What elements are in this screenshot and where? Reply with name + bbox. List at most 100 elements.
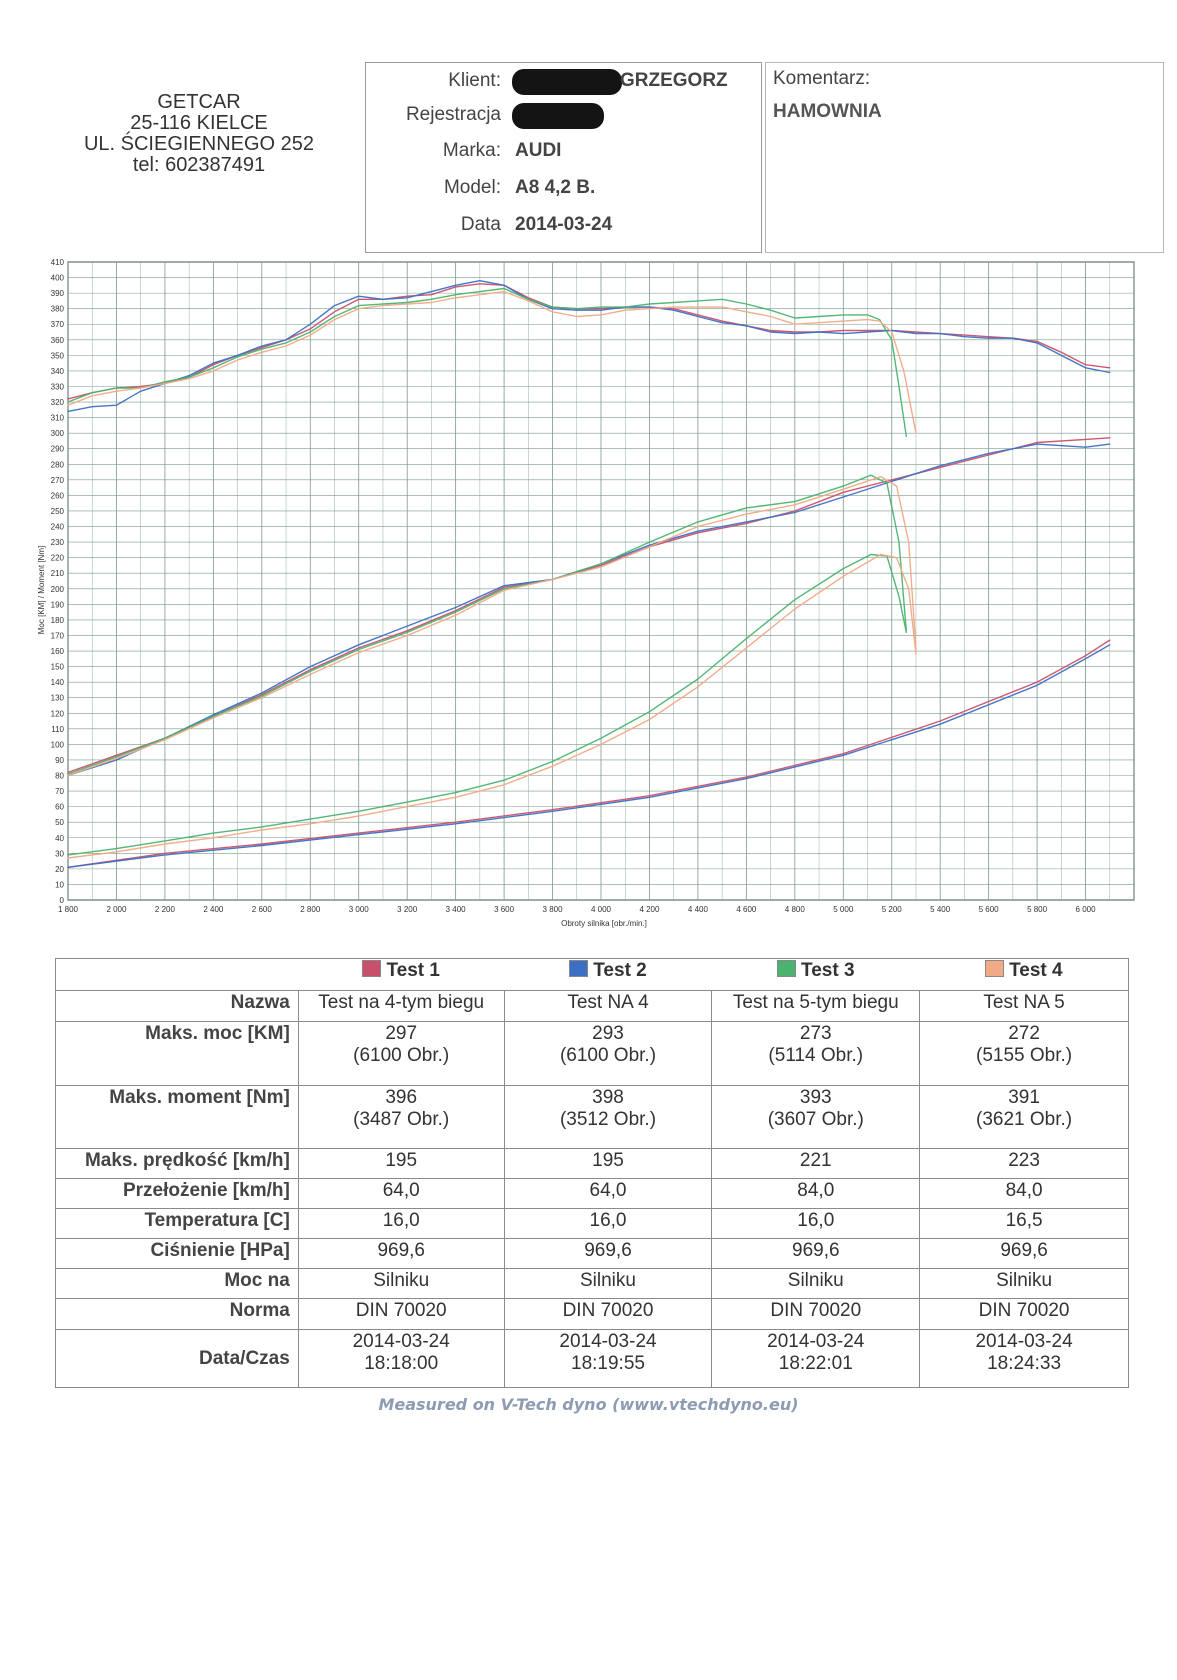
table-cell: 396 (3487 Obr.) <box>297 1085 505 1149</box>
table-cell: DIN 70020 <box>919 1298 1129 1330</box>
y-tick-label: 20 <box>55 865 64 874</box>
table-cell: Test na 5-tym biegu <box>711 990 920 1022</box>
table-cell: 2014-03-24 18:24:33 <box>919 1329 1129 1388</box>
x-tick-label: 6 000 <box>1076 905 1097 914</box>
legend-swatch <box>362 960 382 977</box>
y-tick-label: 230 <box>51 538 65 547</box>
table-cell: 223 <box>919 1148 1129 1179</box>
y-tick-label: 100 <box>51 740 65 749</box>
y-tick-label: 50 <box>55 818 64 827</box>
table-cell: 84,0 <box>919 1178 1129 1209</box>
y-tick-label: 290 <box>51 445 65 454</box>
y-tick-label: 360 <box>51 336 65 345</box>
table-cell: 297 (6100 Obr.) <box>297 1021 505 1086</box>
empty-header-cell <box>56 959 299 991</box>
legend-test-3: Test 3 <box>712 959 920 991</box>
x-tick-label: 5 800 <box>1027 905 1048 914</box>
x-tick-label: 5 000 <box>833 905 854 914</box>
legend-label: Test 3 <box>801 960 855 981</box>
client-row: Klient: GRZEGORZ <box>366 66 761 96</box>
y-tick-label: 150 <box>51 663 65 672</box>
table-cell: Test NA 4 <box>503 990 712 1022</box>
table-cell: Silniku <box>711 1268 920 1299</box>
x-tick-label: 1 800 <box>58 905 79 914</box>
model-value: A8 4,2 B. <box>515 177 596 198</box>
company-phone: tel: 602387491 <box>132 154 266 176</box>
x-tick-label: 3 200 <box>397 905 418 914</box>
table-row-max-torque: Maks. moment [Nm] 396 (3487 Obr.) 398 (351… <box>55 1085 1129 1149</box>
table-cell: 273 (5114 Obr.) <box>711 1021 920 1086</box>
x-tick-label: 4 600 <box>736 905 757 914</box>
y-tick-label: 80 <box>55 772 64 781</box>
date-row: Data 2014-03-24 <box>366 210 761 240</box>
table-cell: 969,6 <box>503 1238 712 1269</box>
x-tick-label: 4 800 <box>785 905 806 914</box>
row-label: Norma <box>229 1300 290 1322</box>
x-tick-label: 5 200 <box>882 905 903 914</box>
y-tick-label: 390 <box>51 289 65 298</box>
series-line-test-1-moment <box>67 283 1111 400</box>
table-cell: Test NA 5 <box>919 990 1129 1022</box>
y-tick-label: 350 <box>51 351 65 360</box>
row-label: Maks. prędkość [km/h] <box>84 1149 290 1171</box>
registration-row: Rejestracja <box>366 100 761 130</box>
table-row-pressure: Ciśnienie [HPa] 969,6 969,6 969,6 969,6 <box>55 1238 1129 1269</box>
x-tick-label: 3 600 <box>494 905 515 914</box>
x-tick-label: 4 200 <box>639 905 660 914</box>
x-tick-label: 3 800 <box>543 905 564 914</box>
x-axis-label: Obroty silnika [obr./min.] <box>561 919 647 928</box>
table-cell: 391 (3621 Obr.) <box>919 1085 1129 1149</box>
footer-note: Measured on V-Tech dyno (www.vtechdyno.e… <box>378 1395 799 1414</box>
y-tick-label: 340 <box>51 367 65 376</box>
x-tick-label: 5 600 <box>979 905 1000 914</box>
x-tick-label: 2 800 <box>300 905 321 914</box>
y-tick-label: 260 <box>51 491 65 500</box>
table-cell: 84,0 <box>711 1178 920 1209</box>
y-tick-label: 200 <box>51 585 65 594</box>
x-tick-label: 2 600 <box>252 905 273 914</box>
x-tick-label: 5 400 <box>930 905 951 914</box>
table-cell: 195 <box>297 1148 505 1179</box>
series-line-test-1-speed <box>67 639 1111 868</box>
registration-label: Rejestracja <box>405 104 501 125</box>
legend-label: Test 4 <box>1009 960 1063 981</box>
table-cell: 16,0 <box>711 1208 920 1239</box>
redaction-mark <box>512 69 622 95</box>
y-tick-label: 10 <box>55 880 64 889</box>
y-tick-label: 270 <box>51 476 65 485</box>
table-row-max-speed: Maks. prędkość [km/h] 195 195 221 223 <box>55 1148 1129 1179</box>
table-cell: 969,6 <box>711 1238 920 1269</box>
table-row-datetime: Data/Czas 2014-03-24 18:18:00 2014-03-24 1… <box>55 1329 1129 1388</box>
series-line-test-4-speed <box>67 553 917 859</box>
y-tick-label: 280 <box>51 460 65 469</box>
client-label: Klient: <box>448 70 501 91</box>
table-cell: 221 <box>711 1148 920 1179</box>
y-tick-label: 410 <box>51 258 65 267</box>
make-label: Marka: <box>442 140 501 161</box>
table-cell: DIN 70020 <box>297 1298 505 1330</box>
x-tick-label: 4 000 <box>591 905 612 914</box>
table-cell: DIN 70020 <box>503 1298 712 1330</box>
legend-label: Test 1 <box>386 960 440 981</box>
y-tick-label: 170 <box>51 631 65 640</box>
table-cell: 64,0 <box>297 1178 505 1209</box>
y-tick-label: 330 <box>51 382 65 391</box>
legend-swatch <box>985 960 1005 977</box>
y-tick-label: 0 <box>60 896 65 905</box>
legend-test-4: Test 4 <box>920 959 1129 991</box>
table-row-power-at: Moc na Silniku Silniku Silniku Silniku <box>55 1268 1129 1299</box>
chart-series <box>67 280 1111 868</box>
make-row: Marka: AUDI <box>366 136 761 166</box>
y-tick-label: 400 <box>51 274 65 283</box>
x-tick-label: 2 000 <box>106 905 127 914</box>
x-tick-label: 2 200 <box>155 905 176 914</box>
table-cell: 16,0 <box>297 1208 505 1239</box>
row-label: Przełożenie [km/h] <box>122 1179 290 1201</box>
table-cell: Test na 4-tym biegu <box>297 990 505 1022</box>
table-cell: Silniku <box>503 1268 712 1299</box>
table-cell: 16,0 <box>503 1208 712 1239</box>
table-cell: 393 (3607 Obr.) <box>711 1085 920 1149</box>
results-table: Test 1 Test 2 Test 3 Test 4 Nazwa Test n… <box>55 958 1129 1388</box>
y-tick-label: 320 <box>51 398 65 407</box>
series-line-test-3-speed <box>67 553 907 856</box>
